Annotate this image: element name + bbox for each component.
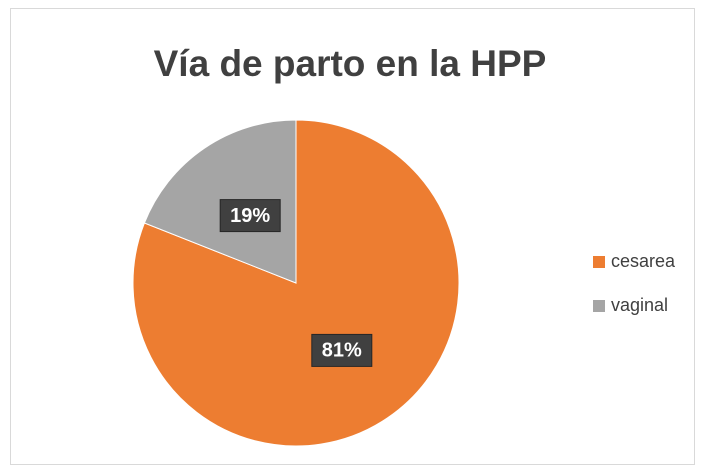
data-label: 81% — [322, 340, 362, 362]
legend-label: vaginal — [611, 295, 668, 315]
data-label-box — [311, 333, 373, 367]
data-label-box — [219, 199, 281, 233]
legend-swatch — [593, 300, 605, 312]
legend-swatch — [593, 256, 605, 268]
data-label: 19% — [230, 205, 270, 227]
chart-title: Vía de parto en la HPP — [154, 43, 547, 84]
legend-label: cesarea — [611, 251, 676, 271]
